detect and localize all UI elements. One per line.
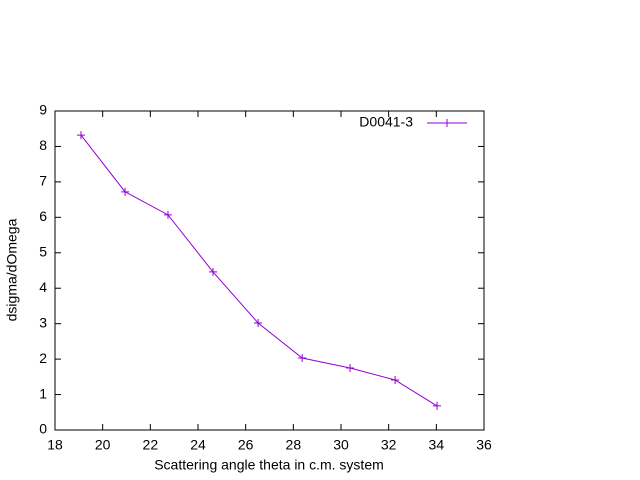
y-tick-label: 4 xyxy=(39,279,47,295)
marker xyxy=(254,318,263,327)
marker xyxy=(346,363,355,372)
y-tick-label: 2 xyxy=(39,350,47,366)
y-tick-label: 6 xyxy=(39,208,47,224)
y-tick-label: 5 xyxy=(39,243,47,259)
x-tick-label: 34 xyxy=(429,437,445,453)
x-tick-label: 20 xyxy=(95,437,111,453)
x-tick-label: 18 xyxy=(47,437,63,453)
marker xyxy=(433,401,442,410)
x-tick-label: 28 xyxy=(286,437,302,453)
y-tick-label: 3 xyxy=(39,314,47,330)
y-axis-label: dsigma/dOmega xyxy=(4,218,20,321)
marker xyxy=(76,131,85,140)
x-tick-label: 30 xyxy=(333,437,349,453)
x-tick-label: 32 xyxy=(381,437,397,453)
x-axis-label: Scattering angle theta in c.m. system xyxy=(154,457,384,473)
marker xyxy=(163,210,172,219)
x-tick-label: 22 xyxy=(143,437,159,453)
plot-border xyxy=(54,110,485,431)
x-tick-label: 36 xyxy=(476,437,492,453)
y-tick-label: 7 xyxy=(39,173,47,189)
y-tick-label: 8 xyxy=(39,137,47,153)
y-tick-label: 1 xyxy=(39,385,47,401)
x-tick-label: 24 xyxy=(190,437,206,453)
y-tick-label: 9 xyxy=(39,102,47,118)
marker xyxy=(443,119,451,127)
x-tick-label: 26 xyxy=(238,437,254,453)
legend-label: D0041-3 xyxy=(359,114,413,130)
y-tick-label: 0 xyxy=(39,421,47,437)
marker xyxy=(209,267,218,276)
marker xyxy=(298,354,307,363)
marker xyxy=(391,376,400,385)
marker xyxy=(121,187,130,196)
